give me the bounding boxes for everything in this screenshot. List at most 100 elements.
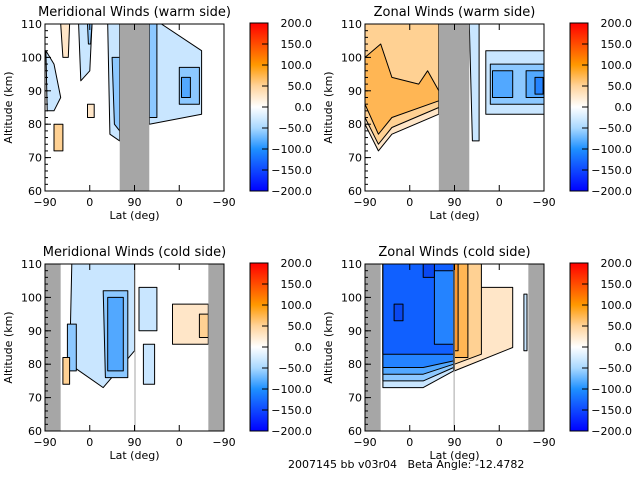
panel-0: Meridional Winds (warm side) 60 70 80 90 100 1… bbox=[2, 5, 312, 222]
x-tick-label: 90 bbox=[128, 196, 142, 209]
x-tick-label: 0 bbox=[496, 196, 503, 209]
colorbar-tick-label: −100.0 bbox=[591, 143, 632, 156]
chart-title: Meridional Winds (warm side) bbox=[38, 5, 231, 20]
y-tick-label: 110 bbox=[21, 18, 42, 31]
colorbar-tick-label: −150.0 bbox=[271, 164, 312, 177]
contour-region bbox=[454, 264, 459, 352]
contour-region bbox=[138, 286, 158, 332]
x-tick-label: 90 bbox=[448, 196, 462, 209]
contour-region bbox=[60, 24, 71, 58]
y-axis-label: Altitude (km) bbox=[2, 71, 15, 143]
colorbar-tick-label: 50.0 bbox=[608, 80, 633, 93]
no-data-band bbox=[528, 264, 544, 431]
colorbar-tick-label: −50.0 bbox=[598, 122, 632, 135]
colorbar-tick-label: −50.0 bbox=[598, 362, 632, 375]
no-data-band bbox=[119, 24, 150, 191]
y-tick-label: 110 bbox=[21, 258, 42, 271]
x-tick-label: 0 bbox=[176, 436, 183, 449]
colorbar-tick-label: 50.0 bbox=[288, 80, 313, 93]
x-tick-label: 0 bbox=[176, 196, 183, 209]
x-axis-label: Lat (deg) bbox=[110, 209, 160, 222]
contour-region bbox=[107, 296, 124, 372]
x-tick-label: 0 bbox=[86, 436, 93, 449]
y-tick-label: 60 bbox=[348, 185, 362, 198]
colorbar: 200.0 150.0 100.0 50.0 0.0 −50.0 −100.0 −150.0 −… bbox=[569, 17, 633, 198]
y-tick-label: 100 bbox=[341, 291, 362, 304]
y-tick-label: 80 bbox=[28, 358, 42, 371]
colorbar-tick-label: 50.0 bbox=[288, 320, 313, 333]
colorbar: 200.0 150.0 100.0 50.0 0.0 −50.0 −100.0 −150.0 −… bbox=[569, 257, 633, 438]
no-data-band bbox=[45, 264, 61, 431]
chart-title: Meridional Winds (cold side) bbox=[43, 245, 226, 260]
y-tick-label: 110 bbox=[341, 258, 362, 271]
contour-region bbox=[492, 70, 514, 98]
colorbar-tick-label: 200.0 bbox=[601, 17, 633, 30]
colorbar-tick-label: −150.0 bbox=[271, 404, 312, 417]
colorbar-tick-label: −150.0 bbox=[591, 404, 632, 417]
x-tick-label: 90 bbox=[448, 436, 462, 449]
contour-region bbox=[468, 24, 480, 142]
panel-3: Zonal Winds (cold side) 60 70 80 90 100 110 −90… bbox=[322, 245, 632, 462]
colorbar-tick-label: 0.0 bbox=[615, 101, 633, 114]
y-axis-label: Altitude (km) bbox=[322, 71, 335, 143]
y-tick-label: 90 bbox=[28, 85, 42, 98]
contour-region bbox=[534, 76, 544, 95]
x-tick-label: −90 bbox=[532, 436, 555, 449]
contour-region bbox=[111, 56, 121, 132]
colorbar-tick-label: 150.0 bbox=[281, 278, 313, 291]
contour-region bbox=[87, 103, 95, 118]
beta-angle-value: -12.4782 bbox=[474, 458, 525, 471]
y-tick-label: 80 bbox=[348, 118, 362, 131]
x-tick-label: −90 bbox=[353, 436, 376, 449]
contour-region bbox=[422, 264, 435, 278]
plot-area bbox=[365, 24, 544, 191]
plot-area bbox=[45, 24, 224, 191]
colorbar-tick-label: 150.0 bbox=[601, 278, 633, 291]
y-tick-label: 90 bbox=[348, 325, 362, 338]
contour-region bbox=[142, 343, 156, 385]
no-data-band bbox=[438, 24, 470, 191]
x-tick-label: 0 bbox=[496, 436, 503, 449]
colorbar-tick-label: −200.0 bbox=[591, 425, 632, 438]
y-tick-label: 90 bbox=[348, 85, 362, 98]
contour-region bbox=[62, 357, 71, 385]
contour-region bbox=[198, 313, 209, 338]
y-tick-label: 100 bbox=[21, 51, 42, 64]
colorbar-tick-label: −100.0 bbox=[271, 383, 312, 396]
chart-title: Zonal Winds (cold side) bbox=[378, 245, 530, 260]
x-tick-label: 0 bbox=[406, 436, 413, 449]
colorbar: 200.0 150.0 100.0 50.0 0.0 −50.0 −100.0 −150.0 −… bbox=[249, 17, 313, 198]
contour-region bbox=[45, 50, 62, 112]
colorbar-tick-label: −100.0 bbox=[271, 143, 312, 156]
colorbar-tick-label: −200.0 bbox=[591, 185, 632, 198]
y-tick-label: 60 bbox=[28, 185, 42, 198]
plot-area bbox=[365, 264, 544, 431]
x-tick-label: −90 bbox=[212, 436, 235, 449]
y-tick-label: 80 bbox=[28, 118, 42, 131]
x-axis-label: Lat (deg) bbox=[430, 209, 480, 222]
colorbar-tick-label: 0.0 bbox=[295, 101, 313, 114]
x-tick-label: −90 bbox=[33, 196, 56, 209]
colorbar-tick-label: 200.0 bbox=[601, 257, 633, 270]
colorbar-tick-label: −150.0 bbox=[591, 164, 632, 177]
y-tick-label: 70 bbox=[348, 152, 362, 165]
colorbar-tick-label: 200.0 bbox=[281, 17, 313, 30]
panel-2: Meridional Winds (cold side) 60 70 80 90 100 1… bbox=[2, 245, 312, 462]
contour-region bbox=[148, 24, 158, 118]
colorbar-tick-label: 0.0 bbox=[295, 341, 313, 354]
colorbar-tick-label: −200.0 bbox=[271, 185, 312, 198]
date-code: 2007145 bb v03r04 bbox=[288, 458, 397, 471]
x-tick-label: −90 bbox=[353, 196, 376, 209]
x-tick-label: 90 bbox=[128, 436, 142, 449]
colorbar: 200.0 150.0 100.0 50.0 0.0 −50.0 −100.0 −150.0 −… bbox=[249, 257, 313, 438]
colorbar-tick-label: 150.0 bbox=[281, 38, 313, 51]
y-tick-label: 70 bbox=[348, 392, 362, 405]
no-data-band bbox=[134, 264, 136, 431]
contour-region bbox=[53, 123, 64, 152]
x-axis-label: Lat (deg) bbox=[430, 449, 480, 462]
no-data-band bbox=[365, 264, 381, 431]
x-tick-label: −90 bbox=[212, 196, 235, 209]
x-axis-label: Lat (deg) bbox=[110, 449, 160, 462]
y-tick-label: 60 bbox=[348, 425, 362, 438]
